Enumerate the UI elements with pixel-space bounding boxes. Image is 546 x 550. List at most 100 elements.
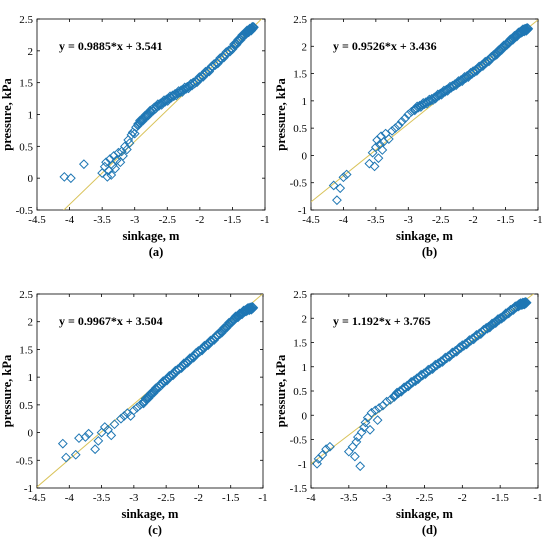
x-tick-label: -4.5	[28, 492, 46, 504]
data-point	[183, 355, 194, 366]
x-tick-label: -1.5	[222, 492, 240, 504]
data-point	[113, 147, 124, 158]
data-point	[383, 134, 394, 144]
x-tick-label: -3.5	[93, 492, 111, 504]
y-tick-label: 1.5	[293, 69, 307, 81]
x-tick-label: -4	[306, 492, 316, 504]
y-tick-label: -1	[298, 459, 307, 471]
y-tick-label: -0.5	[290, 178, 308, 190]
y-tick-label: 1	[302, 96, 308, 108]
data-point	[129, 128, 140, 139]
data-point	[61, 452, 71, 463]
y-tick-label: -1	[298, 205, 307, 217]
data-point	[372, 415, 383, 426]
data-point	[119, 411, 130, 421]
data-point	[144, 108, 155, 119]
data-point	[101, 157, 111, 168]
data-point	[400, 113, 410, 124]
y-tick-label: 0.5	[19, 141, 33, 153]
data-point	[151, 101, 162, 112]
y-tick-label: 2.5	[19, 289, 33, 301]
data-point	[154, 100, 165, 111]
data-point	[355, 461, 366, 472]
data-point	[321, 444, 332, 455]
data-point	[393, 120, 404, 131]
y-tick-label: -0.5	[290, 435, 308, 447]
y-tick-label: 1	[302, 362, 308, 374]
x-tick-label: -2	[469, 214, 478, 226]
x-tick-label: -2.5	[159, 214, 177, 226]
x-tick-label: -2.5	[432, 214, 450, 226]
data-point	[381, 396, 392, 407]
data-point	[126, 129, 137, 140]
data-point	[523, 23, 534, 34]
x-tick-label: -2.5	[157, 492, 175, 504]
data-point	[57, 438, 68, 449]
x-tick-label: -1	[533, 492, 542, 504]
x-tick-label: -4.5	[28, 214, 46, 226]
data-point	[247, 21, 258, 32]
y-axis-label: pressure, kPa	[274, 78, 288, 151]
data-point	[106, 430, 117, 441]
data-layer	[311, 294, 535, 472]
data-point	[317, 450, 328, 460]
panel-caption: (c)	[148, 523, 162, 537]
x-tick-label: -1.5	[491, 492, 509, 504]
y-tick-label: 0.5	[293, 123, 307, 135]
y-tick-label: 2.5	[293, 14, 307, 26]
data-point	[325, 441, 335, 452]
data-point	[428, 95, 438, 106]
y-tick-label: 1.5	[293, 338, 307, 350]
x-tick-label: -4	[339, 214, 349, 226]
data-point	[403, 109, 414, 120]
data-point	[364, 158, 375, 169]
y-tick-label: 2	[302, 313, 308, 325]
y-tick-label: -0.5	[16, 455, 34, 467]
data-point	[433, 358, 444, 369]
x-axis-label: sinkage, m	[396, 507, 454, 521]
data-point	[93, 435, 104, 446]
data-point	[180, 359, 191, 370]
panel-caption: (a)	[149, 245, 164, 259]
data-point	[193, 74, 204, 85]
data-point	[194, 346, 205, 357]
x-tick-label: -3.5	[340, 492, 358, 504]
fit-equation: y = 0.9885*x + 3.541	[59, 39, 163, 53]
data-point	[328, 180, 339, 191]
x-axis-label: sinkage, m	[396, 229, 454, 243]
y-tick-label: 0.5	[293, 386, 307, 398]
data-point	[128, 405, 139, 416]
data-point	[198, 343, 209, 353]
data-point	[335, 183, 346, 194]
data-point	[338, 172, 349, 183]
data-point	[109, 419, 120, 430]
y-tick-label: 2	[28, 317, 34, 329]
data-point	[136, 116, 146, 127]
x-tick-label: -3	[404, 214, 414, 226]
data-point	[157, 378, 168, 389]
y-tick-label: 1	[28, 372, 34, 384]
data-layer	[37, 294, 263, 488]
data-point	[177, 360, 188, 371]
y-tick-label: -1.5	[290, 483, 308, 495]
x-tick-label: -3	[382, 492, 392, 504]
data-point	[134, 118, 144, 128]
data-point	[332, 195, 342, 206]
data-point	[146, 106, 157, 117]
data-point	[90, 444, 101, 455]
data-point	[366, 407, 377, 418]
y-tick-label: 1.5	[19, 344, 33, 356]
data-point	[249, 22, 259, 33]
data-point	[206, 336, 217, 347]
y-axis-label: pressure, kPa	[0, 354, 14, 427]
fit-equation: y = 0.9967*x + 3.504	[59, 314, 163, 328]
data-layer	[59, 19, 263, 210]
x-tick-label: -4	[65, 492, 75, 504]
data-point	[159, 377, 170, 387]
data-point	[373, 153, 384, 164]
chart-panel-2: -4.5 -4 -3.5 -3 -2.5 -2 -1.5 -1 -1 -0.5 0 0.5 1 1.5 2 2…	[274, 14, 543, 259]
data-point	[199, 69, 210, 80]
data-point	[124, 138, 135, 149]
panel-caption: (d)	[422, 523, 437, 537]
